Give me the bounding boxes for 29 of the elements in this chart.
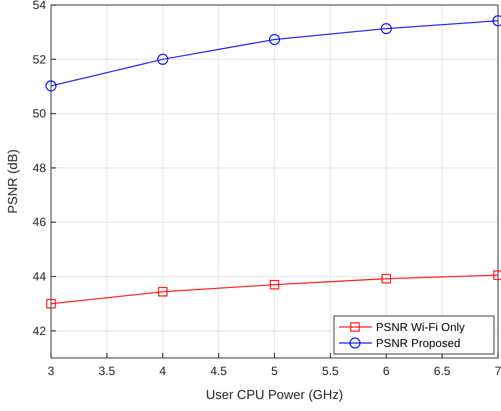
y-tick-label: 46 [32,215,46,230]
x-tick-label: 7 [494,364,501,378]
point [382,274,391,284]
x-tick-label: 4.5 [210,364,228,378]
x-tick-label: 5.5 [322,364,340,378]
x-tick-label: 3.5 [98,364,116,378]
point [158,287,168,296]
y-tick-label: 54 [32,0,46,12]
y-tick-label: 42 [32,324,46,338]
y-tick-label: 44 [32,270,46,284]
legend-label: PSNR Wi-Fi Only [376,322,466,334]
point [380,23,392,34]
y-tick-label: 50 [32,106,46,121]
y-axis-title: PSNR (dB) [5,149,20,214]
y-tick-label: 52 [32,52,46,66]
point [46,80,56,92]
point [493,270,501,280]
point [157,54,168,65]
point [269,34,280,45]
x-tick-label: 3 [48,364,55,378]
x-tick-label: 4 [159,364,166,378]
x-tick-label: 6.5 [434,364,451,378]
y-tick-label: 48 [32,160,46,175]
point [46,298,56,308]
legend-label: PSNR Proposed [376,338,460,350]
x-tick-label: 5 [271,364,278,378]
x-tick-label: 6 [382,364,390,378]
x-axis-title: User CPU Power (GHz) [206,387,344,402]
point [270,280,280,290]
